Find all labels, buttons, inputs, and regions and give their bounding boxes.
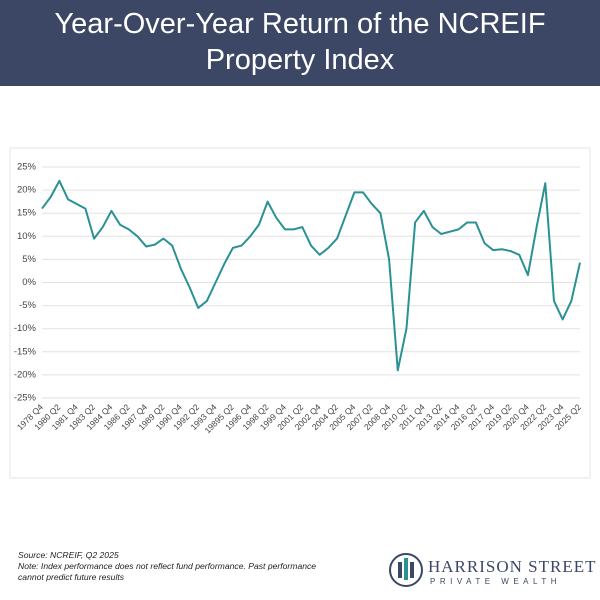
y-tick-label: -15% bbox=[14, 346, 37, 357]
note: Note: Index performance does not reflect… bbox=[18, 561, 317, 582]
y-tick-label: 5% bbox=[22, 254, 36, 265]
footer: Source: NCREIF, Q2 2025 Note: Index perf… bbox=[18, 550, 318, 583]
y-tick-label: 0% bbox=[22, 277, 36, 288]
logo: HARRISON STREET PRIVATE WEALTH bbox=[388, 548, 595, 592]
brand-sub: PRIVATE WEALTH bbox=[430, 577, 562, 586]
y-tick-label: 15% bbox=[17, 208, 37, 219]
y-tick-label: -25% bbox=[14, 393, 37, 404]
y-tick-label: 10% bbox=[17, 231, 37, 242]
chart-frame bbox=[9, 147, 591, 479]
chart-title: Year-Over-Year Return of the NCREIF Prop… bbox=[54, 8, 546, 76]
source: Source: NCREIF, Q2 2025 bbox=[18, 550, 119, 560]
brand: HARRISON STREET bbox=[428, 557, 597, 576]
logo-icon bbox=[389, 553, 423, 587]
y-tick-label: 25% bbox=[17, 162, 37, 173]
y-tick-label: -20% bbox=[14, 369, 37, 380]
y-tick-label: -5% bbox=[19, 300, 36, 311]
y-tick-label: -10% bbox=[14, 323, 37, 334]
header: Year-Over-Year Return of the NCREIF Prop… bbox=[0, 0, 600, 86]
chart: -25%-20%-15%-10%-5%0%5%10%15%20%25%1978 … bbox=[9, 147, 591, 479]
y-tick-label: 20% bbox=[17, 185, 37, 196]
data-line bbox=[41, 179, 581, 372]
